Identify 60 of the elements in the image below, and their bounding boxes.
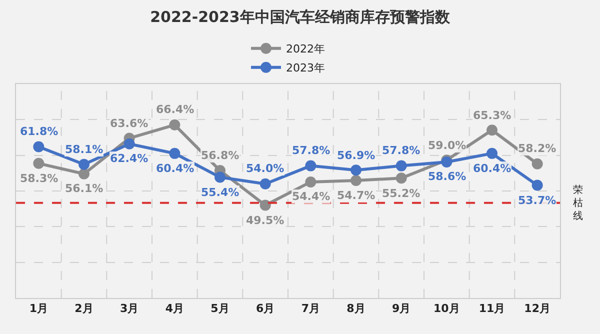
- data-label: 62.4%: [110, 152, 148, 165]
- point: [305, 160, 316, 172]
- x-tick-label: 6月: [256, 302, 275, 316]
- data-label: 56.9%: [337, 149, 376, 162]
- data-label: 60.4%: [473, 162, 512, 175]
- data-label: 58.1%: [65, 143, 104, 156]
- point: [169, 148, 180, 159]
- ref-line-label: 荣枯线: [573, 184, 583, 222]
- data-label: 57.8%: [382, 144, 420, 157]
- x-tick-label: 2月: [74, 302, 94, 316]
- point: [396, 160, 407, 172]
- point: [350, 175, 362, 186]
- data-label: 55.2%: [382, 187, 420, 200]
- x-tick-label: 3月: [120, 302, 139, 316]
- point: [33, 141, 44, 152]
- x-tick-label: 4月: [165, 302, 184, 316]
- data-label: 53.7%: [518, 194, 556, 207]
- point: [350, 164, 362, 176]
- data-label: 49.5%: [246, 214, 284, 227]
- x-tick-label: 9月: [392, 302, 411, 316]
- chart-title: 2022-2023年中国汽车经销商库存预警指数: [150, 8, 451, 26]
- x-tick-label: 7月: [301, 302, 320, 316]
- point: [396, 172, 407, 184]
- data-label: 54.7%: [337, 189, 376, 202]
- x-tick-label: 11月: [478, 302, 506, 316]
- point: [78, 158, 90, 170]
- legend-label: 2023年: [286, 62, 325, 75]
- data-label: 60.4%: [156, 162, 194, 175]
- data-label: 58.6%: [428, 170, 466, 183]
- data-label: 61.8%: [20, 125, 58, 138]
- x-tick-label: 5月: [210, 302, 230, 316]
- point: [33, 158, 44, 169]
- point: [486, 124, 498, 136]
- legend-label: 2022年: [286, 42, 325, 56]
- point: [260, 200, 271, 211]
- data-label: 57.8%: [292, 144, 330, 157]
- x-tick-label: 8月: [346, 302, 366, 316]
- data-label: 54.4%: [292, 190, 330, 203]
- data-label: 56.8%: [201, 149, 240, 162]
- point: [486, 148, 498, 159]
- point: [532, 158, 543, 170]
- data-label: 63.6%: [110, 117, 148, 130]
- point: [78, 168, 90, 180]
- data-label: 65.3%: [473, 109, 512, 122]
- data-label: 59.0%: [428, 139, 466, 152]
- point: [532, 180, 543, 191]
- point: [124, 138, 135, 150]
- point: [169, 119, 180, 130]
- point: [260, 178, 271, 190]
- x-tick-label: 10月: [434, 302, 460, 316]
- data-label: 56.1%: [65, 182, 104, 195]
- data-label: 58.3%: [20, 172, 58, 185]
- data-label: 55.4%: [201, 186, 240, 199]
- x-tick-label: 12月: [524, 302, 550, 316]
- point: [214, 172, 226, 183]
- x-tick-label: 1月: [29, 302, 48, 316]
- data-label: 66.4%: [156, 103, 194, 116]
- data-label: 54.0%: [246, 162, 284, 175]
- data-label: 58.2%: [518, 142, 556, 155]
- point: [305, 176, 316, 188]
